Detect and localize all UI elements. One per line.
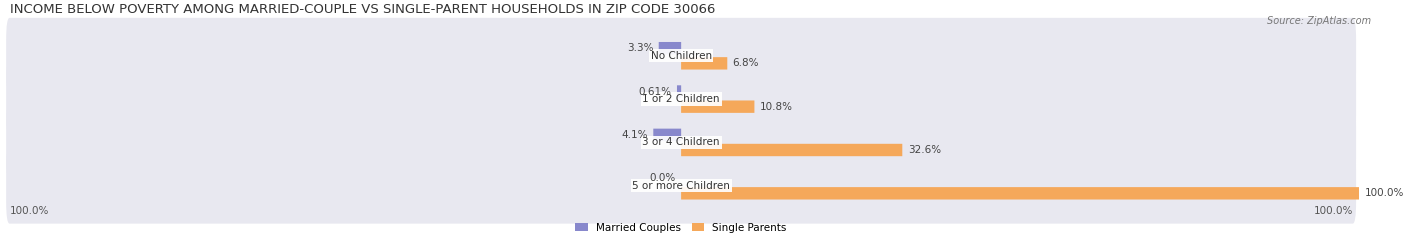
Text: 4.1%: 4.1% [621, 130, 648, 140]
Text: 100.0%: 100.0% [10, 206, 49, 216]
Text: 0.0%: 0.0% [650, 173, 676, 183]
Text: INCOME BELOW POVERTY AMONG MARRIED-COUPLE VS SINGLE-PARENT HOUSEHOLDS IN ZIP COD: INCOME BELOW POVERTY AMONG MARRIED-COUPL… [10, 3, 714, 16]
FancyBboxPatch shape [6, 61, 1357, 137]
Text: 3 or 4 Children: 3 or 4 Children [643, 137, 720, 147]
FancyBboxPatch shape [6, 18, 1357, 94]
Text: 5 or more Children: 5 or more Children [633, 181, 730, 191]
Text: 10.8%: 10.8% [759, 102, 793, 112]
Text: 6.8%: 6.8% [733, 58, 759, 68]
Text: No Children: No Children [651, 51, 711, 61]
Text: 0.61%: 0.61% [638, 86, 672, 96]
FancyBboxPatch shape [681, 144, 903, 156]
FancyBboxPatch shape [681, 57, 727, 69]
FancyBboxPatch shape [6, 148, 1357, 224]
FancyBboxPatch shape [681, 100, 755, 113]
FancyBboxPatch shape [654, 129, 681, 141]
Text: 100.0%: 100.0% [1313, 206, 1353, 216]
FancyBboxPatch shape [6, 105, 1357, 180]
Text: 3.3%: 3.3% [627, 43, 654, 53]
Text: Source: ZipAtlas.com: Source: ZipAtlas.com [1267, 16, 1371, 26]
FancyBboxPatch shape [659, 42, 681, 54]
Text: 100.0%: 100.0% [1365, 188, 1405, 198]
Legend: Married Couples, Single Parents: Married Couples, Single Parents [575, 223, 787, 233]
FancyBboxPatch shape [681, 187, 1360, 199]
Text: 32.6%: 32.6% [908, 145, 941, 155]
FancyBboxPatch shape [676, 85, 681, 98]
Text: 1 or 2 Children: 1 or 2 Children [643, 94, 720, 104]
